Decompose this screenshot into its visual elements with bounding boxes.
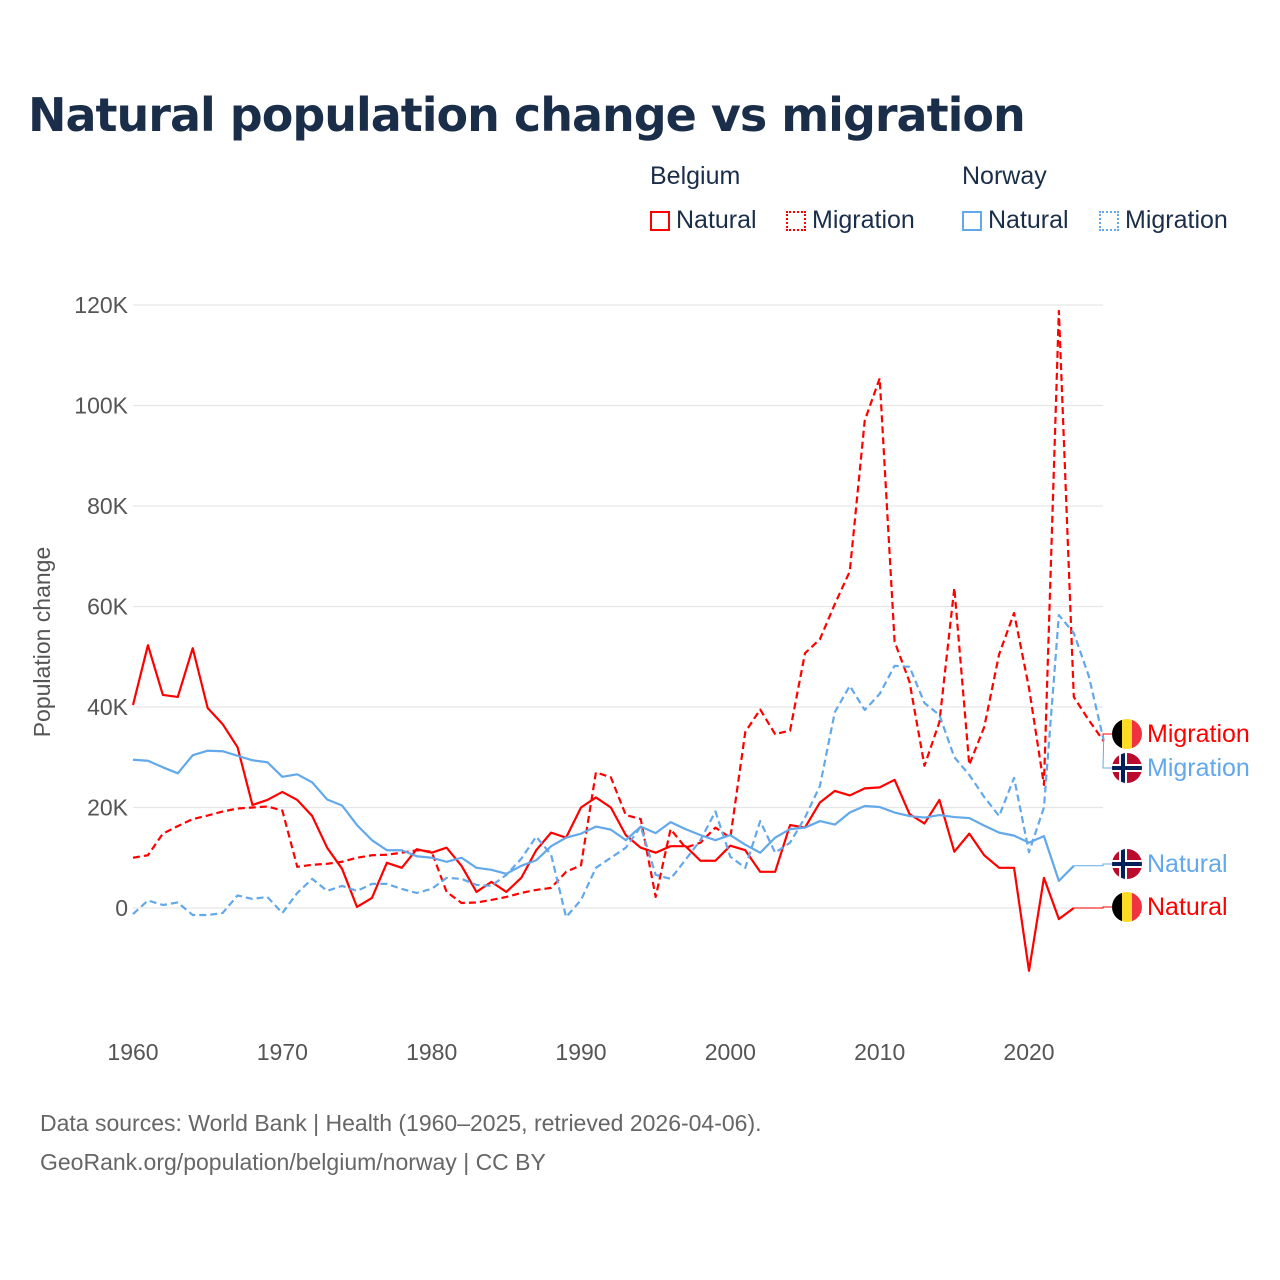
y-axis-label: Population change	[29, 547, 55, 738]
stripe-red	[1132, 892, 1142, 922]
norway-flag-icon	[1112, 753, 1142, 783]
x-tick-label: 2020	[1003, 1039, 1054, 1065]
flag-cross	[1112, 753, 1142, 783]
end-label: Migration	[1147, 720, 1250, 748]
stripe-yellow	[1122, 719, 1132, 749]
stripe-black	[1112, 719, 1122, 749]
legend-group-norway: Norway	[962, 162, 1047, 190]
label-connector	[1102, 733, 1112, 742]
y-tick-label: 120K	[74, 292, 128, 318]
belgium-flag-icon	[1112, 719, 1142, 749]
legend-label: Migration	[812, 206, 915, 234]
x-tick-label: 2000	[705, 1039, 756, 1065]
solid-swatch-icon	[650, 210, 670, 231]
flag-stripes	[1112, 719, 1142, 749]
norway-flag-icon	[1112, 849, 1142, 879]
legend-label: Migration	[1125, 206, 1228, 234]
end-label: Migration	[1147, 754, 1250, 782]
series-line-norway-migration	[132, 613, 1105, 919]
dotted-swatch-icon	[786, 210, 806, 231]
x-tick-label: 1990	[555, 1039, 606, 1065]
y-tick-label: 100K	[74, 393, 128, 419]
flag-cross	[1112, 849, 1142, 879]
y-tick-label: 80K	[87, 493, 129, 519]
stripe-red	[1132, 719, 1142, 749]
stripe-black	[1112, 892, 1122, 922]
x-tick-label: 1980	[406, 1039, 457, 1065]
x-tick-label: 1970	[257, 1039, 308, 1065]
y-tick-label: 20K	[87, 795, 129, 821]
series-line-norway-natural	[132, 749, 1075, 882]
legend-item-norway-migration[interactable]: Migration	[1099, 206, 1228, 235]
end-label: Natural	[1147, 850, 1228, 878]
legend-item-belgium-natural[interactable]: Natural	[650, 206, 757, 235]
solid-swatch-icon	[962, 210, 982, 231]
footer-link[interactable]: GeoRank.org/population/belgium/norway | …	[40, 1149, 546, 1175]
dotted-swatch-icon	[1099, 210, 1119, 231]
y-tick-label: 60K	[87, 594, 129, 620]
cross-blue-h	[1112, 766, 1142, 770]
label-connector	[1102, 740, 1112, 769]
legend-label: Natural	[676, 206, 757, 234]
label-connector	[1073, 906, 1112, 909]
series-line-belgium-migration	[132, 309, 1105, 905]
footer-sources: Data sources: World Bank | Health (1960–…	[40, 1110, 762, 1136]
chart-title: Natural population change vs migration	[28, 88, 1026, 142]
legend-item-norway-natural[interactable]: Natural	[962, 206, 1069, 235]
flag-stripes	[1112, 892, 1142, 922]
legend-group-belgium: Belgium	[650, 162, 741, 190]
legend-item-belgium-migration[interactable]: Migration	[786, 206, 915, 235]
cross-blue-h	[1112, 862, 1142, 866]
belgium-flag-icon	[1112, 892, 1142, 922]
y-tick-label: 40K	[87, 694, 129, 720]
end-label: Natural	[1147, 893, 1228, 921]
x-tick-label: 2010	[854, 1039, 905, 1065]
y-tick-label: 0	[115, 895, 128, 921]
legend-label: Natural	[988, 206, 1069, 234]
label-connector	[1073, 863, 1112, 867]
stripe-yellow	[1122, 892, 1132, 922]
series-line-belgium-natural	[131, 644, 1075, 972]
x-tick-label: 1960	[107, 1039, 158, 1065]
